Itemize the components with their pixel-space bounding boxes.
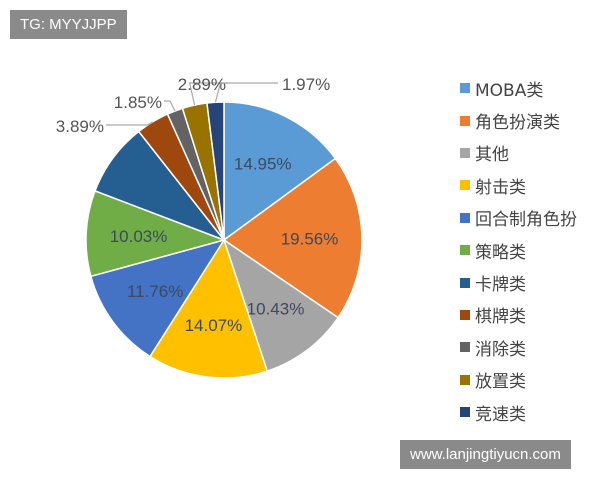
pie-slice-1 [222,157,363,319]
leader-line-10 [214,82,278,103]
data-label-5: 10.03% [110,227,168,246]
leader-line-9 [188,82,228,106]
pie-slice-5 [85,189,227,278]
legend-label: 放置类 [475,372,526,393]
legend-swatch [460,147,470,158]
legend-item: 角色扮演类 [460,104,577,136]
leader-line-8 [164,100,176,112]
data-label-8: 1.85% [114,93,162,112]
data-label-4: 11.76% [127,282,183,301]
data-label-2: 10.43% [247,299,305,318]
legend-label: 策略类 [475,242,526,263]
legend-swatch [460,374,470,385]
legend-item: 消除类 [460,331,577,363]
legend-label: 回合制角色扮 [475,210,577,231]
legend-label: 射击类 [475,177,526,198]
data-label-1: 19.56% [281,230,339,249]
legend-swatch [460,245,470,256]
data-label-9: 2.89% [178,75,226,94]
legend-item: 策略类 [460,234,577,266]
legend-swatch [460,115,470,126]
pie-slice-4 [89,238,226,358]
pie-slice-2 [222,238,340,373]
legend-item: 卡牌类 [460,266,577,298]
legend-swatch [460,277,470,288]
legend-swatch [460,342,470,353]
legend-label: MOBA类 [475,80,544,101]
watermark-top: TG: MYYJJPP [10,10,127,39]
data-label-0: 14.95% [234,155,292,174]
legend-swatch [460,309,470,320]
legend-label: 角色扮演类 [475,113,560,134]
legend-item: 射击类 [460,169,577,201]
pie-slice-3 [148,238,269,379]
watermark-bottom: www.lanjingtiyucn.com [400,440,571,469]
legend-item: 棋牌类 [460,299,577,331]
legend-item: 其他 [460,137,577,169]
pie-slice-0 [223,101,337,242]
legend-swatch [460,212,470,223]
legend-item: MOBA类 [460,72,577,104]
legend-label: 棋牌类 [475,307,526,328]
data-label-3: 14.07% [185,316,243,335]
data-label-10: 1.97% [282,75,330,94]
legend-item: 回合制角色扮 [460,202,577,234]
legend-label: 其他 [475,145,509,166]
legend-swatch [460,407,470,418]
legend-swatch [460,83,470,94]
data-label-7: 3.89% [56,117,104,136]
legend-item: 竞速类 [460,396,577,428]
legend-label: 竞速类 [475,404,526,425]
legend-item: 放置类 [460,364,577,396]
legend-label: 消除类 [475,339,526,360]
legend-swatch [460,180,470,191]
legend-label: 卡牌类 [475,275,526,296]
pie-slice-10 [206,101,225,241]
leader-line-7 [106,121,153,126]
legend: MOBA类角色扮演类其他射击类回合制角色扮 策略类卡牌类棋牌类消除类放置类竞速类 [460,72,577,428]
